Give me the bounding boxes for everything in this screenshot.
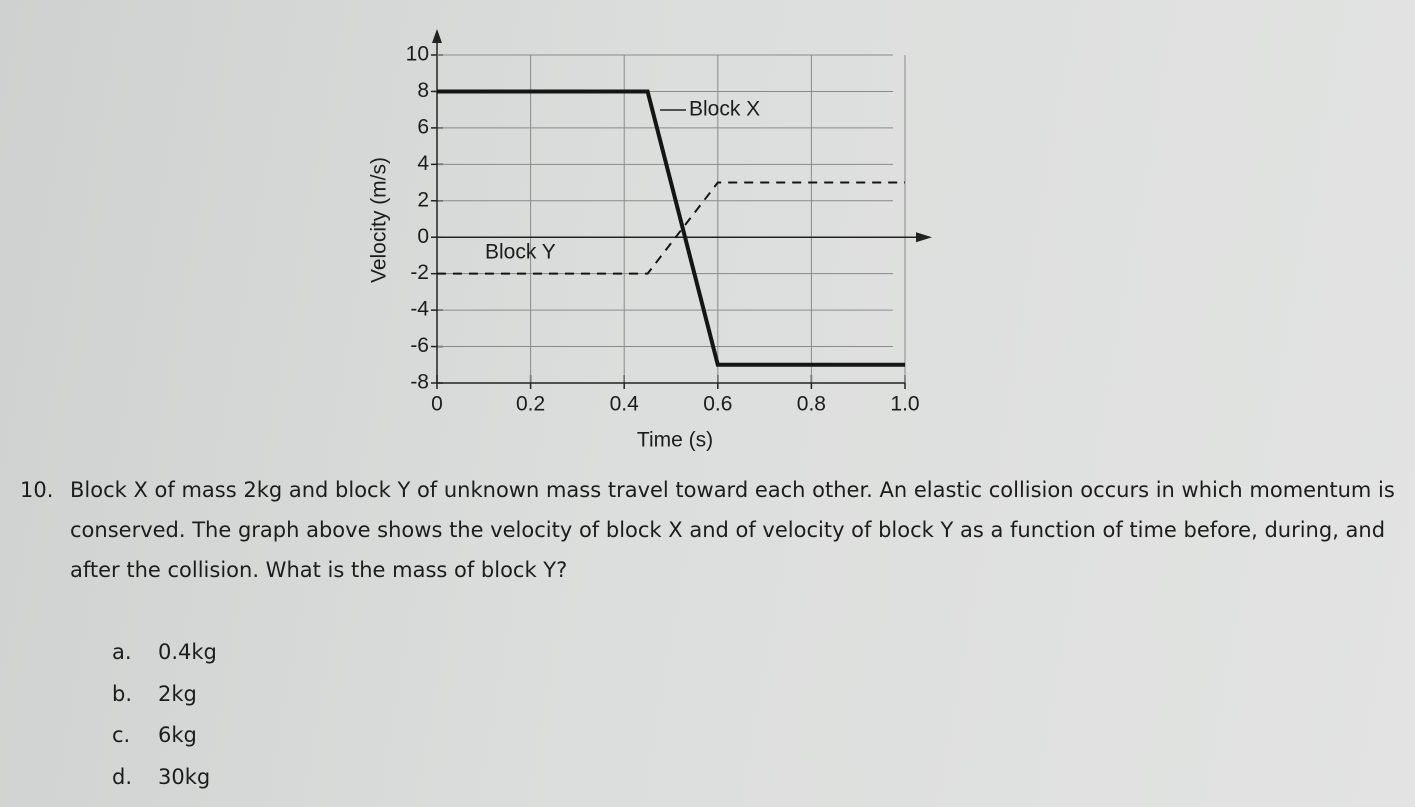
question-number: 10. [20,478,54,502]
x-tick-label: 0.6 [703,393,732,416]
y-tick-label: -2 [410,261,429,284]
y-tick-label: 4 [417,152,429,175]
y-tick-label: 8 [417,79,429,102]
choice-letter: d. [112,764,133,789]
choice-letter: c. [112,723,131,747]
y-tick-label: -6 [410,334,429,357]
x-tick-label: 0.8 [797,393,826,416]
choice-letter: b. [112,681,133,706]
choices: a. 0.4kg b. 2kg c. 6kg d. 30kg [112,632,217,798]
choice: b. 2kg [112,674,217,716]
x-tick-label: 0 [431,393,443,416]
x-axis-arrow [916,232,932,243]
choice: a. 0.4kg [112,632,217,674]
choice-letter: a. [112,640,132,664]
x-tick-label: 1.0 [890,393,919,416]
choice: d. 30kg [112,757,217,799]
choice-text: 6kg [158,723,197,747]
choice-text: 0.4kg [158,640,217,664]
y-axis-label: Velocity (m/s) [368,157,391,283]
y-tick-label: 6 [417,115,429,138]
choice: c. 6kg [112,715,217,757]
y-tick-label: -8 [410,371,429,394]
series-label: Block X [689,98,760,121]
question: 10. Block X of mass 2kg and block Y of u… [20,470,1400,590]
chart: Time (s) Velocity (m/s) 1086420-2-4-6-80… [368,29,932,452]
choice-text: 2kg [158,681,197,706]
question-text: Block X of mass 2kg and block Y of unkno… [70,478,1395,582]
y-tick-label: 10 [406,43,429,66]
series-line [437,181,905,275]
y-tick-label: 0 [417,225,429,248]
choice-text: 30kg [158,764,211,789]
x-axis-label: Time (s) [637,429,713,452]
series-line [437,89,905,367]
x-tick-label: 0.4 [610,393,640,416]
x-tick-label: 0.2 [516,393,545,416]
y-tick-label: -4 [410,298,429,321]
y-tick-label: 2 [417,188,429,211]
y-axis-arrow [432,29,442,43]
series-label: Block Y [485,241,556,264]
